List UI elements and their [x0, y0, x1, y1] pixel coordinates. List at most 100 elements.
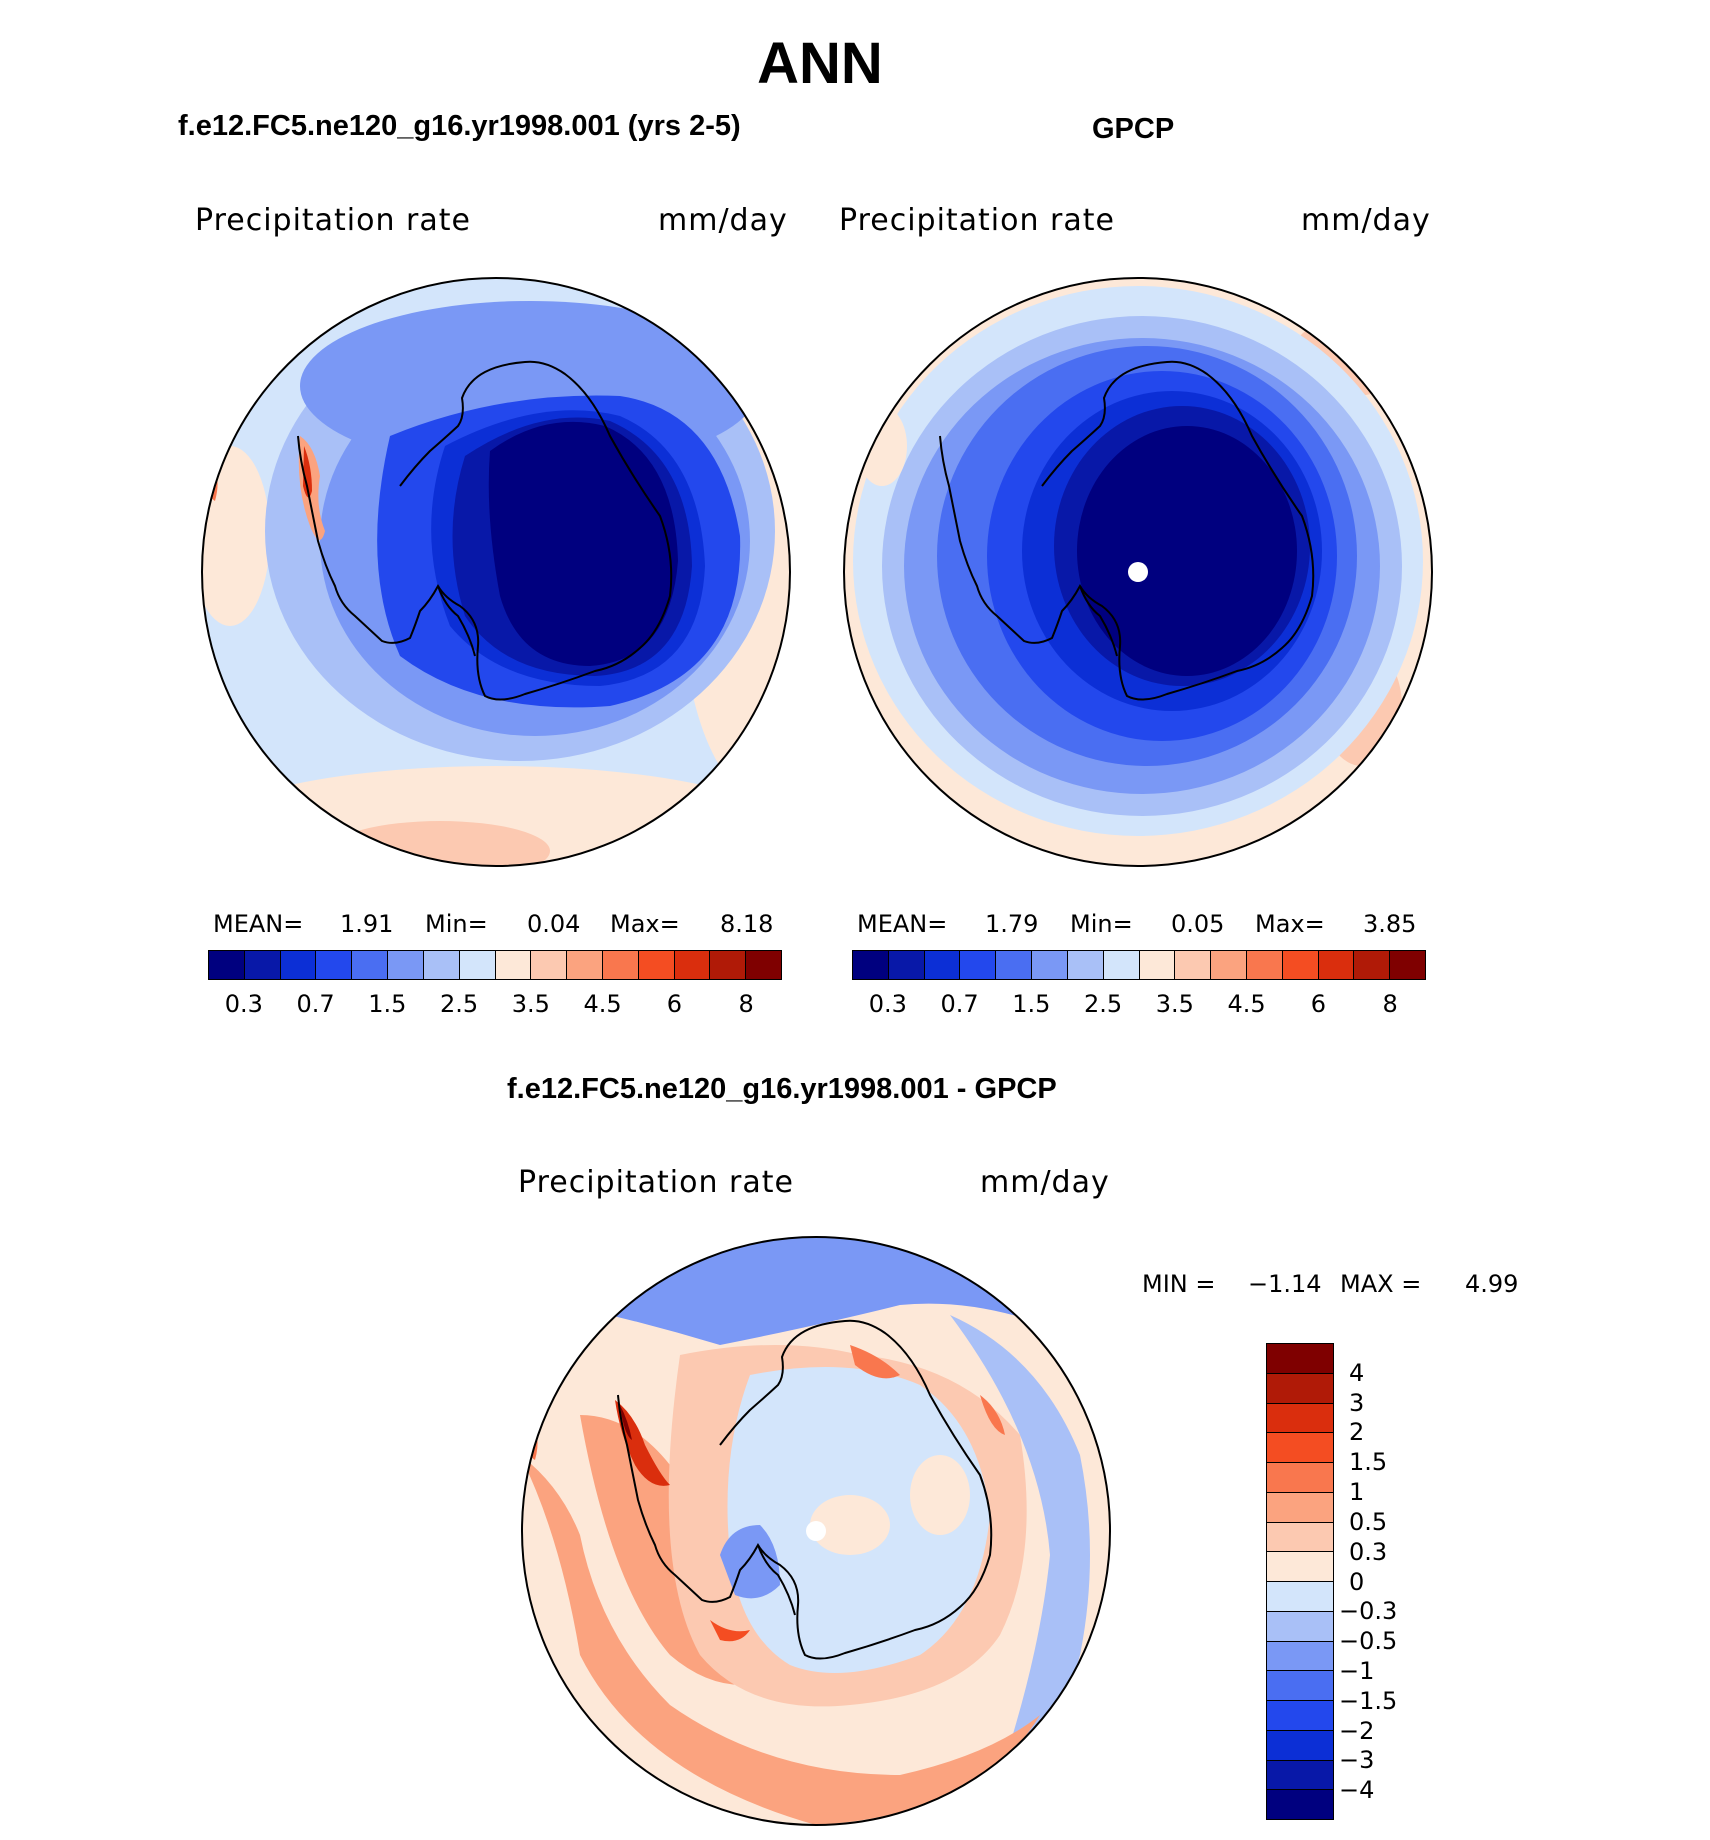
panel3-polar-map: [520, 1235, 1112, 1827]
panel2-colorbar-ticks: 0.3 0.7 1.5 2.5 3.5 4.5 6 8: [852, 990, 1426, 1020]
colorbar-tick-label: 4.5: [1227, 990, 1266, 1018]
colorbar-swatch: [1267, 1373, 1333, 1404]
colorbar-swatch: [1267, 1790, 1333, 1819]
colorbar-tick-label: 2.5: [1084, 990, 1123, 1018]
colorbar-swatch: [1246, 951, 1283, 979]
colorbar-tick-label: 0: [1349, 1567, 1365, 1596]
colorbar-swatch: [1267, 1730, 1333, 1761]
colorbar-swatch: [567, 951, 603, 979]
colorbar-swatch: [209, 951, 245, 979]
panel3-antarctica-coastline: [617, 1319, 993, 1660]
colorbar-swatch: [1267, 1611, 1333, 1642]
colorbar-tick-label: 0.7: [296, 990, 335, 1018]
panel1-colorbar-ticks: 0.3 0.7 1.5 2.5 3.5 4.5 6 8: [208, 990, 782, 1020]
colorbar-tick-label: 8: [1382, 990, 1398, 1018]
colorbar-swatch: [531, 951, 568, 979]
panel3-title: f.e12.FC5.ne120_g16.yr1998.001 - GPCP: [507, 1073, 1057, 1105]
colorbar-tick-label: 6: [666, 990, 683, 1018]
colorbar-tick-label: 4: [1349, 1358, 1365, 1387]
colorbar-swatch: [1267, 1433, 1333, 1463]
panel3-units-label: mm/day: [980, 1165, 1110, 1200]
colorbar-tick-label: 0.3: [224, 990, 263, 1018]
panel2-variable-label: Precipitation rate: [839, 203, 1115, 238]
colorbar-swatch: [996, 951, 1033, 979]
panel2-units-label: mm/day: [1301, 203, 1431, 238]
colorbar-tick-label: 3: [1349, 1388, 1365, 1417]
colorbar-swatch: [388, 951, 424, 979]
colorbar-tick-label: 1.5: [1349, 1448, 1388, 1477]
colorbar-tick-label: 2: [1349, 1418, 1365, 1447]
colorbar-swatch: [1267, 1492, 1333, 1523]
colorbar-swatch: [710, 951, 747, 979]
panel2-max-label: Max=: [1255, 910, 1325, 938]
colorbar-tick-label: 2.5: [440, 990, 479, 1018]
panel1-variable-label: Precipitation rate: [195, 203, 471, 238]
colorbar-swatch: [1267, 1701, 1333, 1731]
panel1-mean-value: 1.91: [340, 910, 394, 938]
colorbar-swatch: [1354, 951, 1391, 979]
colorbar-swatch: [1390, 951, 1425, 979]
colorbar-swatch: [495, 951, 532, 979]
colorbar-tick-label: −3: [1339, 1746, 1375, 1775]
panel1-colorbar: [208, 950, 782, 980]
colorbar-swatch: [1211, 951, 1247, 979]
colorbar-swatch: [1267, 1522, 1333, 1553]
panel2-pole-marker: [1128, 562, 1148, 582]
panel1-min-label: Min=: [425, 910, 488, 938]
colorbar-swatch: [888, 951, 925, 979]
colorbar-swatch: [244, 951, 281, 979]
colorbar-tick-label: 0.3: [868, 990, 907, 1018]
panel2-min-value: 0.05: [1171, 910, 1225, 938]
colorbar-swatch: [1267, 1344, 1333, 1374]
colorbar-tick-label: −1.5: [1339, 1686, 1398, 1715]
panel2-colorbar: [852, 950, 1426, 980]
colorbar-tick-label: −0.3: [1339, 1597, 1398, 1626]
panel1-max-label: Max=: [610, 910, 680, 938]
colorbar-swatch: [674, 951, 711, 979]
colorbar-tick-label: −1: [1339, 1656, 1375, 1685]
panel3-pole-marker: [806, 1521, 826, 1541]
colorbar-tick-label: −0.5: [1339, 1627, 1398, 1656]
panel2-max-value: 3.85: [1363, 910, 1417, 938]
colorbar-swatch: [1318, 951, 1355, 979]
colorbar-swatch: [1267, 1671, 1333, 1701]
colorbar-swatch: [1103, 951, 1140, 979]
colorbar-tick-label: −2: [1339, 1716, 1375, 1745]
colorbar-tick-label: 6: [1310, 990, 1327, 1018]
panel3-colorbar: [1266, 1343, 1334, 1820]
panel3-variable-label: Precipitation rate: [518, 1165, 794, 1200]
colorbar-tick-label: −4: [1339, 1776, 1375, 1805]
panel1-title: f.e12.FC5.ne120_g16.yr1998.001 (yrs 2-5): [178, 110, 741, 142]
panel2-mean-label: MEAN=: [857, 910, 948, 938]
colorbar-swatch: [638, 951, 675, 979]
colorbar-swatch: [1267, 1641, 1333, 1672]
panel3-colorbar-ticks: 4 3 2 1.5 1 0.5 0.3 0 −0.3 −0.5 −1 −1.5 −2 −3 −4: [1339, 1343, 1465, 1820]
colorbar-swatch: [1267, 1552, 1333, 1582]
panel2-mean-value: 1.79: [985, 910, 1039, 938]
panel2-min-label: Min=: [1070, 910, 1133, 938]
panel3-max-value: 4.99: [1465, 1270, 1519, 1298]
panel1-antarctica-coastline: [297, 360, 673, 701]
colorbar-tick-label: 0.3: [1349, 1537, 1388, 1566]
panel3-max-label: MAX =: [1340, 1270, 1422, 1298]
colorbar-swatch: [1282, 951, 1319, 979]
panel2-antarctica-coastline: [939, 360, 1315, 701]
colorbar-swatch: [1032, 951, 1068, 979]
panel1-polar-map: [200, 276, 792, 868]
colorbar-tick-label: 0.5: [1349, 1507, 1388, 1536]
colorbar-swatch: [316, 951, 353, 979]
panel3-min-value: −1.14: [1248, 1270, 1322, 1298]
panel1-contour-fill: [202, 278, 790, 866]
colorbar-tick-label: 1: [1349, 1478, 1365, 1507]
colorbar-swatch: [1139, 951, 1176, 979]
colorbar-swatch: [1267, 1463, 1333, 1493]
colorbar-tick-label: 3.5: [1155, 990, 1194, 1018]
colorbar-swatch: [1267, 1403, 1333, 1434]
colorbar-tick-label: 8: [738, 990, 754, 1018]
panel2-polar-map: [842, 276, 1434, 868]
panel3-min-label: MIN =: [1142, 1270, 1216, 1298]
colorbar-swatch: [352, 951, 389, 979]
panel2-title: GPCP: [1092, 113, 1175, 145]
colorbar-swatch: [960, 951, 997, 979]
colorbar-swatch: [602, 951, 639, 979]
